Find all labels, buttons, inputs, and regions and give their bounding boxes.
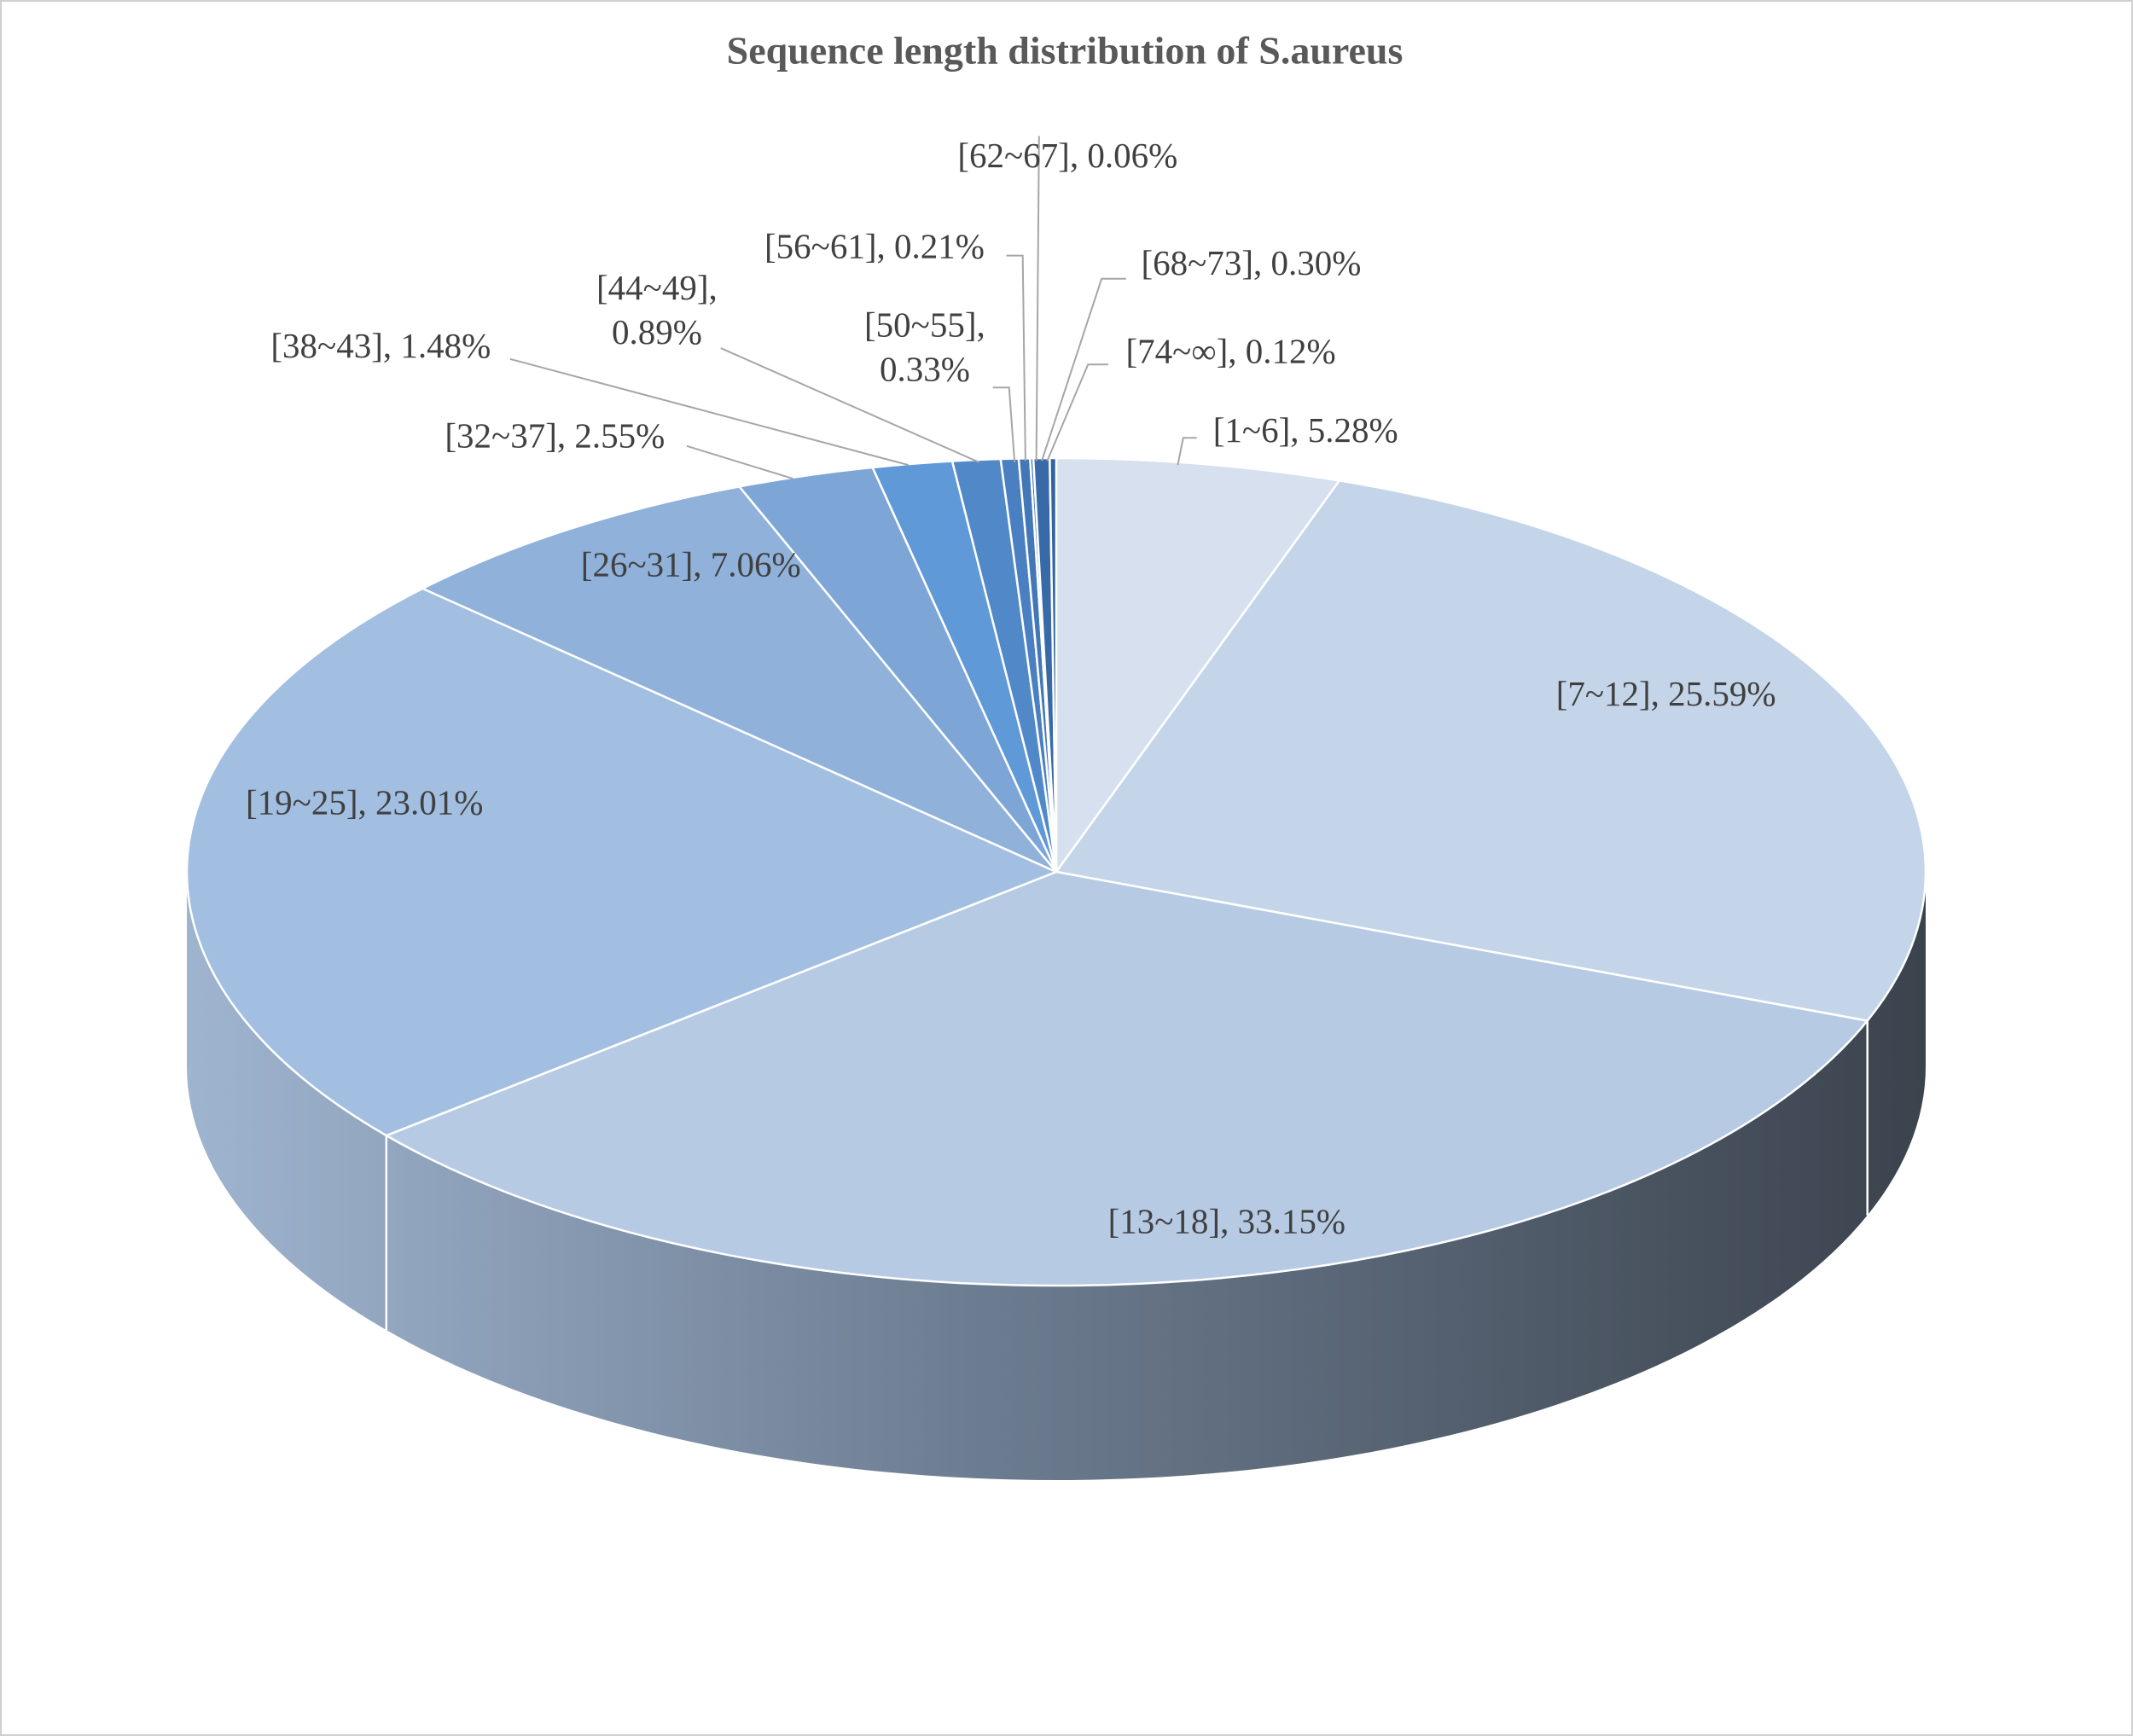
data-label: [38~43], 1.48% — [270, 326, 491, 365]
label-line: [44~49], — [596, 269, 718, 308]
data-label: [7~12], 25.59% — [1556, 674, 1776, 713]
pie-slice — [420, 485, 1057, 874]
pie-slice — [1054, 479, 1927, 1022]
data-label: [19~25], 23.01% — [246, 783, 483, 822]
leader-line — [1006, 254, 1026, 462]
leader-line — [509, 357, 910, 467]
data-label: [68~73], 0.30% — [1142, 243, 1362, 282]
leader-line — [686, 444, 793, 480]
data-label: [13~18], 33.15% — [1108, 1202, 1345, 1241]
leader-line — [1177, 437, 1197, 466]
pie-side — [187, 872, 1926, 1480]
data-label: [74~∞], 0.12% — [1126, 331, 1336, 370]
pie-slice — [1055, 456, 1341, 875]
leader-line — [1041, 277, 1126, 462]
label-line: 0.33% — [880, 350, 970, 389]
data-label: [26~31], 7.06% — [581, 545, 801, 584]
data-label: [62~67], 0.06% — [957, 136, 1177, 175]
pie-slice — [185, 587, 1060, 1137]
data-label: [1~6], 5.28% — [1213, 410, 1398, 450]
pie — [185, 456, 1927, 1480]
leader-line — [1035, 136, 1040, 462]
leader-line — [720, 347, 980, 463]
data-label: [32~37], 2.55% — [445, 415, 665, 455]
leader-line — [992, 386, 1016, 463]
data-label: [44~49], 0.89% — [596, 269, 718, 352]
pie-slice — [383, 870, 1869, 1287]
leader-line — [1046, 363, 1109, 462]
data-label: [56~61], 0.21% — [764, 227, 985, 266]
pie-slice — [1049, 456, 1058, 873]
label-line: 0.89% — [612, 313, 702, 352]
label-line: [50~55], — [864, 305, 985, 345]
chart-title: Sequence length distribution of S.aureus — [727, 29, 1404, 73]
data-label: [50~55], 0.33% — [864, 305, 985, 389]
